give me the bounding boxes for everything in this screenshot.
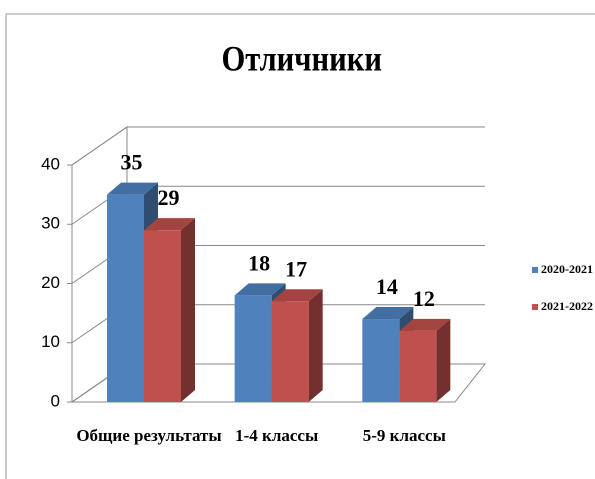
x-tick-label: 5-9 классы [363,426,446,445]
bar-side [436,318,451,402]
value-label: 17 [285,256,307,281]
bar-side [181,218,195,402]
value-label: 12 [413,286,435,311]
bar [144,230,181,402]
bar-top [362,307,414,320]
y-tick-label: 30 [41,214,60,233]
value-label: 29 [158,185,180,210]
x-tick-label: 1-4 классы [235,426,318,445]
bar-top [399,318,451,331]
bar [271,301,309,402]
bar-side [308,289,323,402]
y-tick-label: 0 [51,391,60,410]
bar [399,330,437,402]
bar [234,295,272,402]
value-label: 18 [248,250,270,275]
y-tick-label: 10 [41,332,60,351]
chart-title: Отличники [221,39,382,79]
bar-top [234,283,286,296]
legend-swatch [532,304,538,310]
value-label: 14 [376,274,398,299]
x-tick-label: Общие результаты [76,426,221,445]
legend-label: 2020-2021 [541,262,593,276]
grid-line [71,126,485,166]
value-label: 35 [121,150,143,175]
legend-swatch [532,267,538,273]
bar [362,319,400,402]
y-tick-label: 20 [41,273,60,292]
y-tick-label: 40 [41,154,60,173]
bar [107,194,144,402]
bar-top [107,182,158,195]
bar-top [144,218,195,231]
bar-top [271,289,323,302]
legend-label: 2021-2022 [541,299,593,313]
